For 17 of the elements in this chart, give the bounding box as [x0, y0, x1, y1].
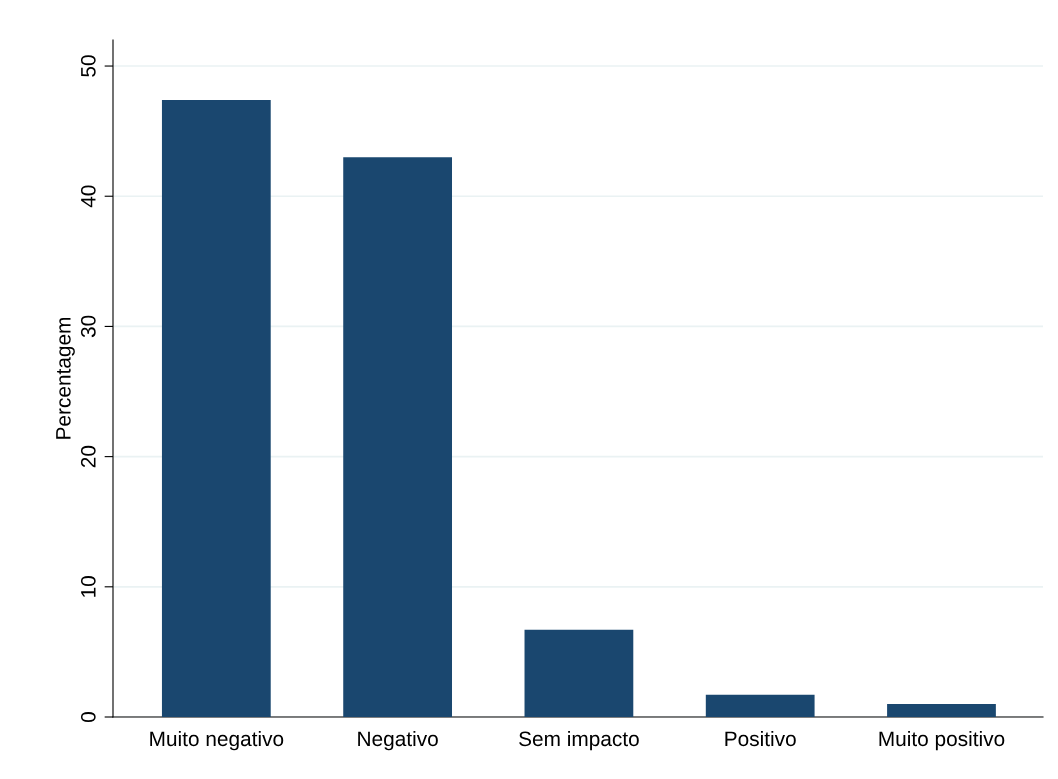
y-tick-label: 20 [80, 445, 96, 468]
y-tick-label: 40 [80, 185, 96, 208]
x-tick-label: Muito positivo [879, 730, 1005, 751]
bar [524, 629, 634, 717]
x-tick-label: Negativo [358, 730, 438, 751]
bar [887, 703, 996, 717]
bar [705, 694, 815, 717]
x-tick-label: Sem impacto [519, 730, 639, 751]
x-tick-label: Muito negativo [150, 730, 284, 751]
x-tick-label: Positivo [725, 730, 796, 747]
bar [343, 157, 453, 717]
y-tick-label: 30 [80, 315, 96, 338]
y-tick-label: 10 [80, 576, 96, 597]
y-tick-label: 0 [80, 712, 96, 722]
y-tick-label: 50 [80, 55, 96, 77]
bar [161, 99, 271, 717]
y-axis-title: Percentagem [56, 317, 75, 439]
